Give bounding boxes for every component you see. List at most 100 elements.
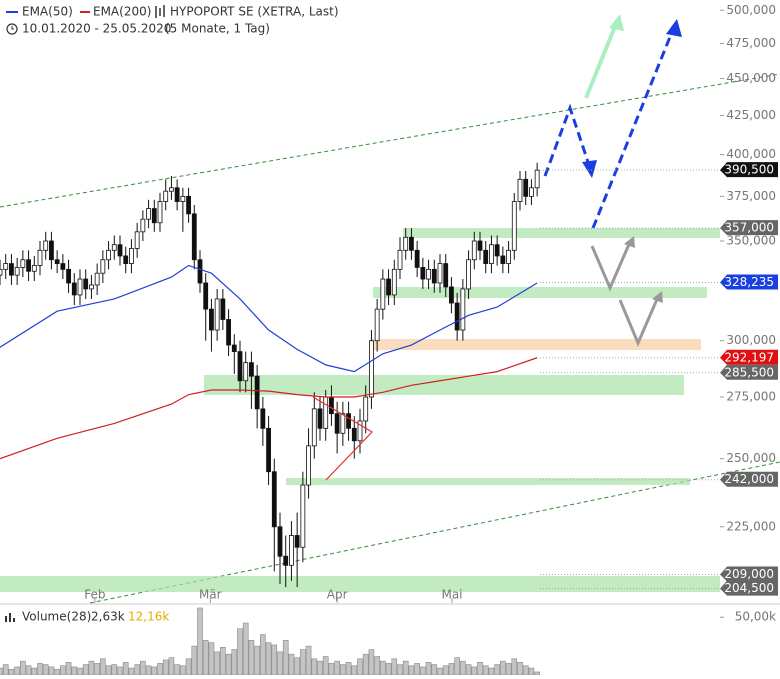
trend-line: [0, 73, 780, 208]
candle-body: [300, 484, 306, 548]
volume-average: 12,16k: [128, 610, 169, 624]
volume-bar: [122, 661, 129, 676]
y-tick-label: 475,000: [726, 36, 776, 50]
volume-bar: [220, 646, 226, 676]
volume-bar: [248, 640, 255, 676]
volume-bar: [237, 628, 243, 676]
candle-body: [494, 244, 500, 257]
volume-bar: [522, 665, 529, 676]
candle-body: [363, 396, 369, 422]
arrow-head: [609, 14, 624, 31]
candle-body: [277, 526, 283, 557]
clock-icon: [6, 23, 18, 35]
level-badge: [720, 566, 778, 582]
arrow-head: [652, 291, 663, 303]
candle-body: [471, 240, 477, 261]
volume-bar: [351, 665, 358, 676]
candle-body: [323, 396, 329, 429]
candle-body: [9, 263, 14, 276]
scenario-arrow: [584, 23, 618, 99]
volume-bar: [88, 660, 95, 676]
level-label: 285,500: [724, 365, 774, 379]
volume-bar: [448, 663, 455, 676]
volume-bar: [380, 660, 386, 676]
volume-bar: [71, 666, 78, 676]
trend-line: [89, 461, 780, 604]
candle-body: [449, 286, 454, 304]
volume-bar: [500, 660, 506, 676]
candle-body: [54, 259, 60, 264]
volume-bar: [134, 664, 140, 676]
volume-bar: [208, 642, 215, 676]
volume-bar: [357, 658, 363, 676]
candle-body: [243, 362, 249, 382]
volume-bar: [77, 667, 83, 676]
candle-body: [500, 255, 506, 264]
volume-bar: [260, 634, 266, 676]
candle-body: [443, 263, 449, 288]
candle-body: [506, 249, 511, 264]
volume-bar: [2, 664, 9, 676]
volume-bar: [42, 664, 49, 676]
volume-bar: [397, 664, 403, 676]
candle-body: [186, 195, 191, 215]
y-tick-label: 425,000: [726, 108, 776, 122]
volume-bar: [437, 667, 443, 676]
volume-bar: [82, 664, 89, 676]
volume-bar: [20, 660, 26, 676]
volume-bar: [402, 660, 409, 676]
chart-title: HYPOPORT SE (XETRA, Last): [170, 5, 339, 19]
volume-bar: [214, 651, 220, 676]
candle-body: [517, 178, 523, 202]
y-tick-label: 50,00k: [735, 610, 776, 624]
level-label: 292,197: [724, 350, 774, 364]
x-tick-label: Apr: [327, 588, 348, 602]
candle-body: [226, 319, 231, 346]
candle-body: [283, 555, 289, 566]
volume-bar: [334, 660, 340, 676]
y-tick-label: 375,000: [726, 189, 776, 203]
candle-body: [151, 208, 157, 224]
volume-bar: [408, 665, 415, 676]
candle-body: [106, 249, 111, 261]
candle-body: [523, 178, 529, 197]
candle-body: [14, 267, 20, 276]
zone: [373, 287, 707, 298]
volume-bar: [185, 658, 192, 676]
candle-body: [3, 263, 9, 270]
candle-body: [94, 272, 100, 286]
candle-body: [197, 259, 203, 284]
level-label: 242,000: [724, 472, 774, 486]
level-label: 328,235: [724, 275, 774, 289]
arrow-head: [582, 160, 597, 178]
volume-bar: [242, 622, 249, 676]
volume-bar: [105, 665, 112, 676]
clock-icon: [11, 26, 14, 30]
candle-body: [329, 396, 334, 415]
candle-body: [249, 362, 254, 377]
legend-label: EMA(50): [22, 5, 73, 19]
candle-body: [163, 190, 169, 202]
candle-body: [49, 240, 54, 261]
volume-bar: [8, 668, 15, 676]
candle-body: [431, 268, 437, 284]
candle-body: [397, 249, 403, 270]
zone: [0, 576, 720, 592]
volume-bar: [197, 607, 203, 676]
candle-body: [534, 169, 540, 189]
volume-bar: [414, 663, 420, 676]
volume-bar: [60, 665, 66, 676]
candle-body: [60, 263, 66, 270]
volume-bar: [460, 660, 466, 676]
candle-body: [157, 201, 163, 224]
volume-bar: [231, 649, 238, 676]
volume-bar: [322, 656, 329, 676]
candle-body: [266, 427, 271, 473]
candle-body: [374, 308, 380, 342]
volume-bar: [48, 666, 55, 676]
arrow-head: [624, 236, 635, 248]
volume-bar: [294, 657, 300, 676]
volume-bar: [488, 667, 495, 676]
candle-body: [20, 259, 26, 268]
candle-body: [134, 231, 140, 249]
